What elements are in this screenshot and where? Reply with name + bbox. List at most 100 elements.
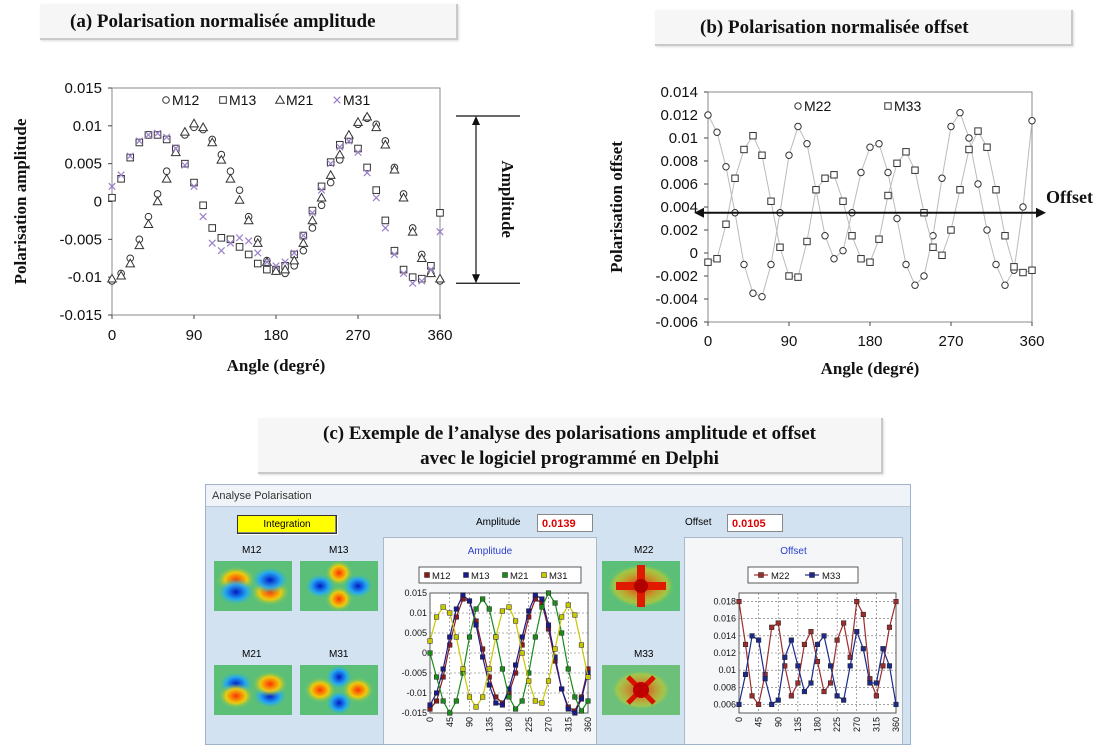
data-point: [519, 650, 525, 656]
data-point: [235, 186, 244, 194]
y-tick-label: 0.008: [713, 682, 736, 692]
y-tick-label: 0.006: [713, 699, 736, 709]
data-point: [539, 700, 545, 706]
offset-value: 0.0105: [727, 514, 783, 532]
data-point: [225, 173, 236, 183]
legend-item-M21: M21: [502, 571, 528, 582]
data-point: [902, 260, 910, 269]
data-point: [380, 139, 391, 149]
data-point: [226, 239, 235, 247]
data-point: [190, 182, 198, 191]
data-point: [731, 174, 739, 182]
data-point: [381, 216, 390, 225]
data-point: [235, 243, 244, 251]
data-point: [756, 637, 762, 643]
data-point: [902, 148, 910, 156]
y-axis-label: Polarisation offset: [607, 141, 626, 273]
x-tick-label: 135: [484, 717, 494, 732]
plot-area: [111, 87, 441, 316]
data-point: [427, 265, 435, 274]
data-point: [480, 646, 486, 652]
data-point: [834, 637, 840, 643]
data-point: [552, 646, 558, 652]
data-point: [117, 171, 125, 179]
legend-label: M21: [286, 92, 313, 108]
y-tick-label: 0.005: [64, 156, 102, 173]
data-point: [197, 122, 209, 132]
data-point: [434, 690, 440, 696]
data-point: [795, 663, 801, 669]
x-tick-label: 270: [345, 327, 370, 344]
data-point: [559, 630, 565, 636]
data-point: [992, 260, 1000, 269]
y-tick-label: 0.01: [73, 118, 102, 135]
x-tick-label: 315: [563, 717, 573, 732]
data-point: [336, 143, 344, 151]
data-point: [298, 237, 309, 247]
legend-item-M31: M31: [541, 571, 567, 582]
data-point: [572, 612, 578, 618]
data-point: [460, 592, 466, 598]
m33-map-image: [602, 665, 680, 715]
data-point: [440, 698, 446, 704]
data-point: [812, 186, 820, 194]
x-tick-label: 360: [583, 717, 593, 732]
legend-item-M21: M21: [274, 92, 313, 108]
data-point: [867, 680, 873, 686]
data-point: [125, 258, 136, 268]
offset-annotation-label: Offset: [1046, 187, 1093, 207]
data-point: [947, 226, 955, 234]
data-point: [372, 193, 380, 202]
data-point: [453, 698, 459, 704]
data-point: [126, 152, 134, 160]
data-point: [254, 249, 262, 257]
data-point: [808, 629, 814, 635]
data-point: [886, 624, 893, 630]
data-point: [434, 698, 440, 704]
data-point: [965, 145, 973, 154]
legend-marker: [809, 572, 815, 578]
data-point: [272, 262, 280, 270]
amplitude-arrow-head-up: [472, 115, 480, 125]
data-point: [326, 158, 335, 166]
y-axis-label: Polarisation amplitude: [11, 118, 30, 284]
data-point: [974, 127, 982, 135]
amplitude-legend: M12 M13 M21 M31: [418, 566, 582, 584]
app-offset-chart: 0.006 0.008 0.01 0.012 0.014 0.016 0.018 0 45 90 1…: [713, 566, 901, 732]
data-point: [539, 596, 545, 602]
series-M31: [108, 129, 444, 287]
x-tick-label: 315: [871, 717, 881, 732]
data-point: [740, 145, 748, 154]
m31-label: M31: [329, 649, 349, 660]
data-point: [308, 224, 317, 232]
offset-plot-title: Offset: [780, 546, 807, 557]
data-point: [722, 220, 730, 228]
x-tick-label: 225: [832, 717, 842, 732]
data-point: [434, 273, 446, 283]
y-tick-label: 0.01: [669, 130, 698, 147]
legend-item-M13: M13: [463, 571, 489, 582]
x-tick-label: 360: [1019, 333, 1044, 350]
data-point: [578, 696, 584, 702]
data-point: [181, 159, 189, 168]
data-point: [289, 255, 300, 265]
data-point: [841, 697, 847, 703]
data-point: [115, 270, 127, 280]
data-point: [334, 149, 345, 159]
offset-arrow-head-left: [694, 207, 704, 218]
data-point: [893, 159, 901, 167]
x-tick-label: 270: [544, 717, 554, 732]
data-point: [299, 246, 308, 255]
data-point: [565, 602, 571, 608]
data-point: [801, 689, 807, 695]
data-point: [526, 614, 532, 620]
y-tick-label: 0.01: [718, 665, 736, 675]
legend-item-M22: M22: [794, 98, 831, 114]
panel-a-title: (a) Polarisation normalisée amplitude: [40, 4, 458, 40]
data-point: [884, 168, 892, 177]
y-tick-label: -0.015: [59, 307, 102, 324]
data-point: [545, 622, 552, 628]
data-point: [1028, 117, 1036, 125]
integration-button[interactable]: Integration: [237, 515, 337, 534]
data-point: [578, 642, 584, 648]
